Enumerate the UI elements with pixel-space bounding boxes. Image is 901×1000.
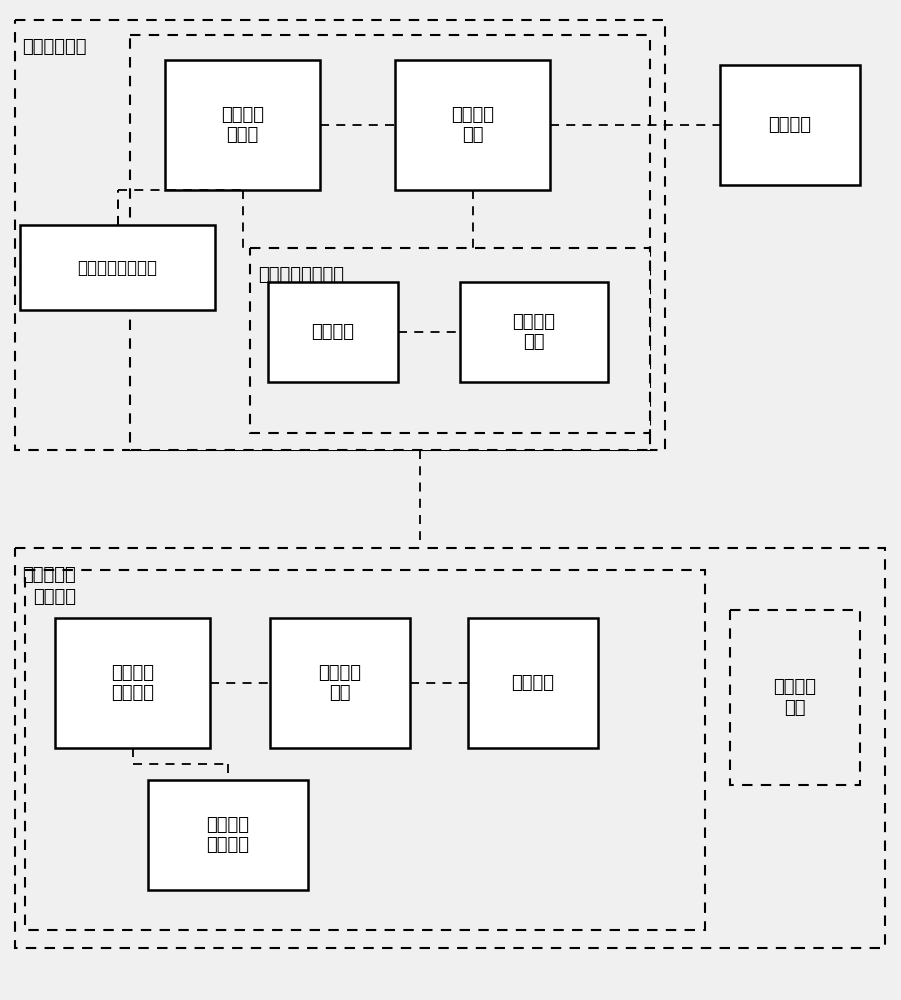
Bar — [148, 780, 308, 890]
Text: 设备信息盘点模块: 设备信息盘点模块 — [77, 258, 158, 276]
Bar — [15, 548, 885, 948]
Bar — [165, 60, 320, 190]
Bar — [270, 618, 410, 748]
Text: 打印设备: 打印设备 — [769, 116, 812, 134]
Text: 警示装置: 警示装置 — [512, 674, 554, 692]
Bar — [395, 60, 550, 190]
Text: 检索装置: 检索装置 — [312, 323, 354, 341]
Bar — [20, 225, 215, 310]
Text: 设备信息检索模块: 设备信息检索模块 — [258, 266, 344, 284]
Text: 编辑显示
模块: 编辑显示 模块 — [451, 106, 494, 144]
Bar — [55, 618, 210, 748]
Text: 输入接收
装置: 输入接收 装置 — [513, 313, 556, 351]
Bar — [730, 610, 860, 785]
Bar — [460, 282, 608, 382]
Text: 数据采集器: 数据采集器 — [22, 566, 76, 584]
Text: 信息对比
装置: 信息对比 装置 — [318, 664, 361, 702]
Bar — [468, 618, 598, 748]
Bar — [130, 35, 650, 450]
Text: 数据编辑
模块: 数据编辑 模块 — [773, 678, 816, 717]
Text: 信息比对
存储装置: 信息比对 存储装置 — [111, 664, 154, 702]
Text: 盘点模块: 盘点模块 — [33, 588, 76, 606]
Bar — [250, 248, 650, 433]
Text: 盘点结果
处理装置: 盘点结果 处理装置 — [206, 816, 250, 854]
Bar — [720, 65, 860, 185]
Bar — [25, 570, 705, 930]
Bar — [15, 20, 665, 450]
Bar — [268, 282, 398, 382]
Text: 设备管理平台: 设备管理平台 — [22, 38, 86, 56]
Text: 设备信息
数据库: 设备信息 数据库 — [221, 106, 264, 144]
